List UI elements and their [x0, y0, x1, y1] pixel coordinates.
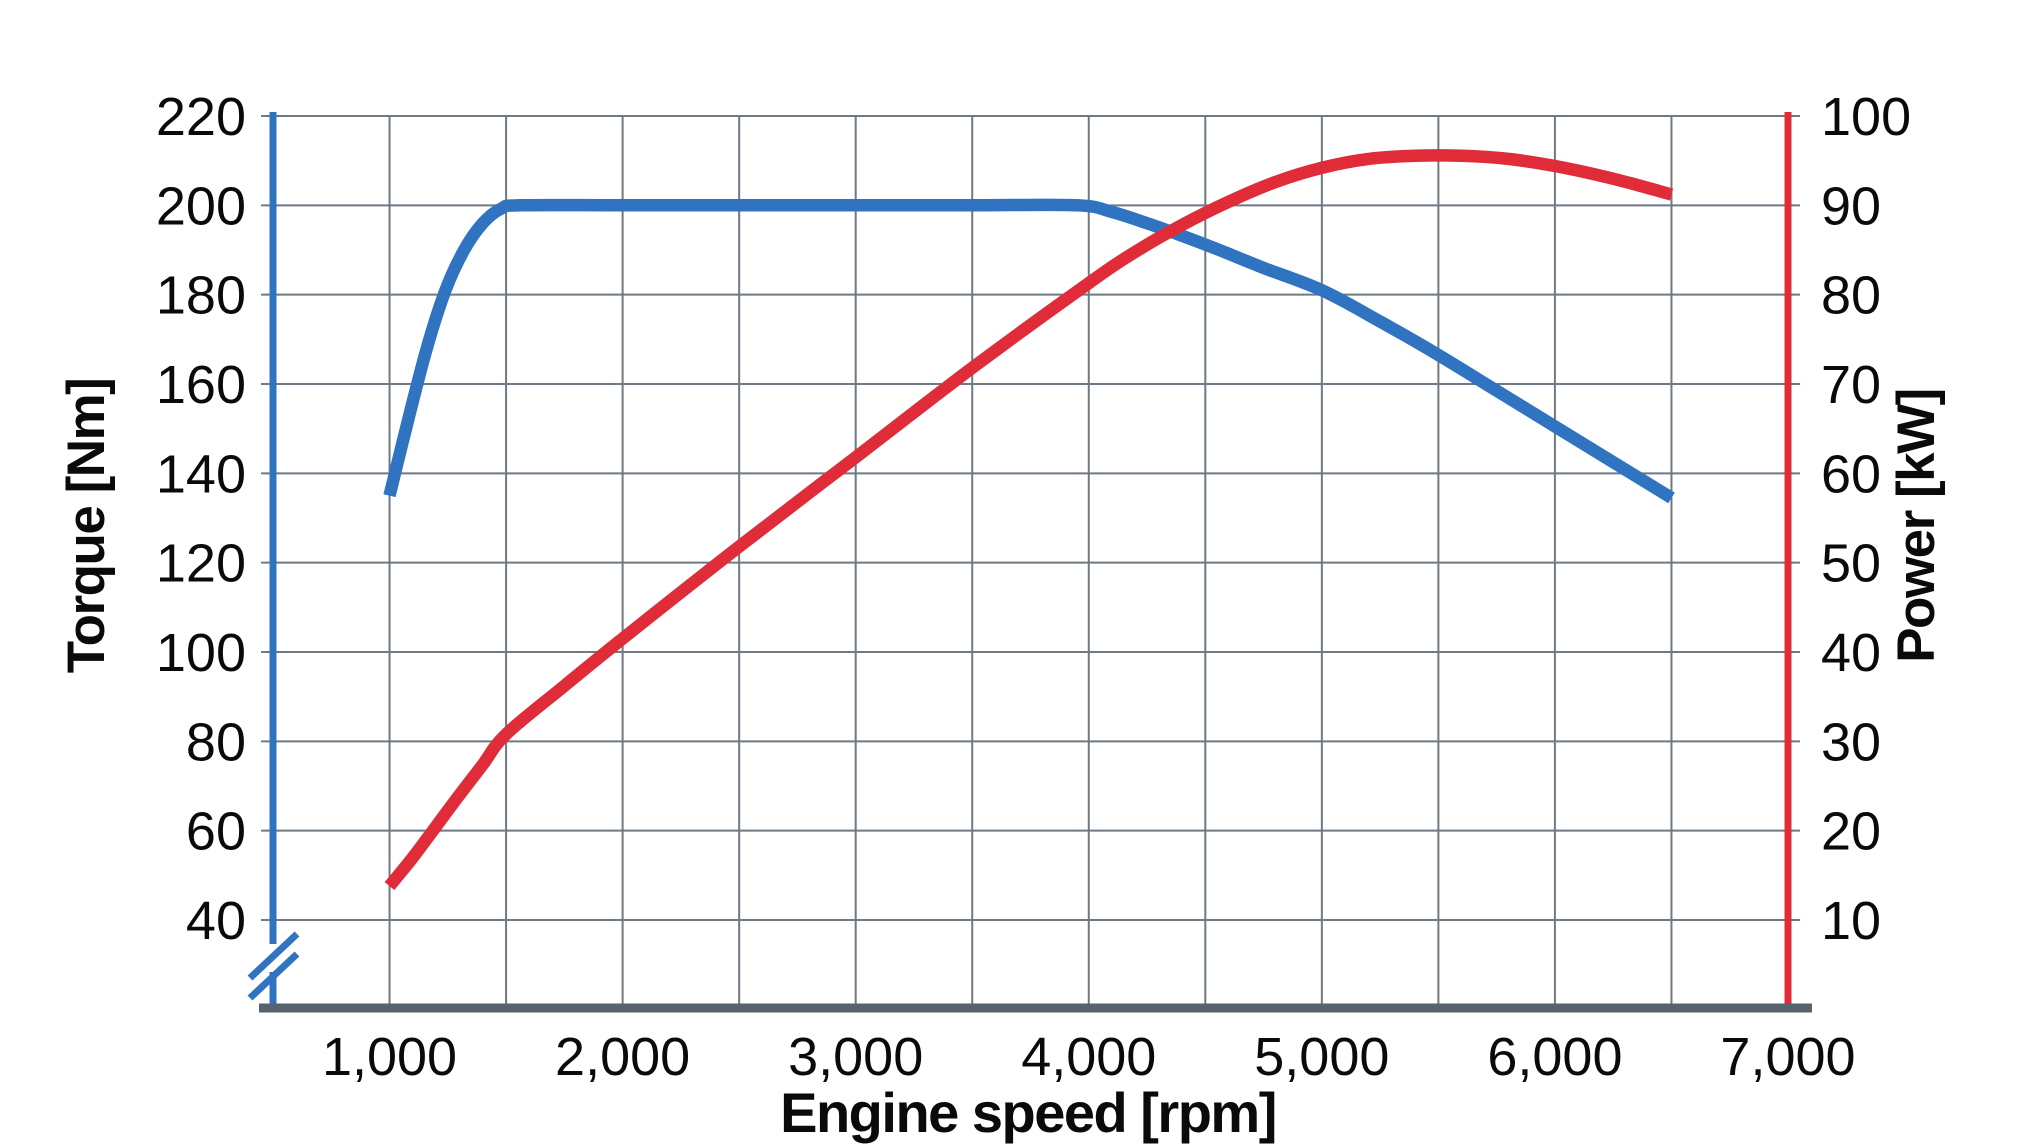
torque-tick-label: 140 [156, 444, 246, 504]
curves-layer [383, 149, 1675, 891]
rpm-tick-label: 1,000 [322, 1027, 457, 1087]
left-axis-title: Torque [Nm] [57, 379, 116, 674]
torque-tick-label: 100 [156, 623, 246, 683]
rpm-tick-label: 3,000 [788, 1027, 923, 1087]
torque-tick-label: 60 [186, 802, 246, 862]
power-tick-label: 20 [1821, 802, 1881, 862]
grid-layer [261, 115, 1800, 1008]
power-tick-label: 50 [1821, 534, 1881, 594]
torque-tick-label: 220 [156, 87, 246, 147]
power-tick-label: 90 [1821, 176, 1881, 236]
power-tick-label: 70 [1821, 355, 1881, 415]
right-axis-title: Power [kW] [1887, 389, 1946, 663]
torque-tick-label: 200 [156, 176, 246, 236]
torque-tick-label: 180 [156, 266, 246, 326]
power-tick-label: 100 [1821, 87, 1911, 147]
x-axis-title: Engine speed [rpm] [780, 1081, 1276, 1144]
rpm-tick-label: 2,000 [555, 1027, 690, 1087]
axis-break-mark [247, 931, 300, 981]
torque-tick-label: 80 [186, 712, 246, 772]
power-tick-label: 60 [1821, 444, 1881, 504]
axes-layer [247, 112, 1812, 1013]
power-tick-label: 40 [1821, 623, 1881, 683]
torque-tick-label: 160 [156, 355, 246, 415]
power-tick-label: 30 [1821, 712, 1881, 772]
torque-curve [383, 198, 1675, 504]
axis-break-mark [247, 951, 300, 1001]
power-tick-label: 10 [1821, 891, 1881, 951]
rpm-tick-label: 6,000 [1487, 1027, 1622, 1087]
rpm-tick-label: 7,000 [1720, 1027, 1855, 1087]
torque-tick-label: 120 [156, 534, 246, 594]
power-curve [384, 149, 1674, 891]
rpm-tick-label: 4,000 [1021, 1027, 1156, 1087]
torque-tick-label: 40 [186, 891, 246, 951]
tick-labels-layer: 220 200 180 160 140 120 100 80 60 40 100 90 80 70 60 50… [156, 87, 1911, 1087]
rpm-tick-label: 5,000 [1254, 1027, 1389, 1087]
power-tick-label: 80 [1821, 266, 1881, 326]
